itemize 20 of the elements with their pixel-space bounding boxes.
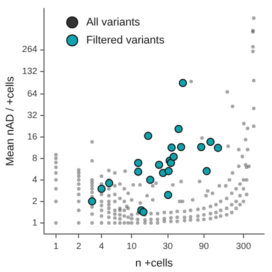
x-tick-label: 10	[126, 240, 137, 251]
x-axis-title: n +cells	[135, 257, 174, 270]
y-tick-label: 264	[22, 44, 38, 54]
y-tick-label: 132	[22, 66, 38, 76]
x-tick-label: 2	[76, 240, 82, 251]
legend-label: All variants	[86, 16, 141, 28]
x-tick-label: 1	[53, 240, 58, 251]
y-tick-label: 16	[27, 131, 38, 142]
y-tick-label: 2	[32, 196, 38, 206]
y-tick-label: 4	[32, 174, 38, 184]
y-tick-label: 32	[27, 110, 38, 120]
x-tick-label: 300	[236, 240, 251, 251]
legend-label: Filtered variants	[86, 34, 165, 46]
x-tick-label: 90	[198, 240, 209, 251]
y-tick-label: 1	[32, 217, 38, 228]
y-axis-title: Mean nAD / +cells	[4, 76, 17, 166]
x-tick-label: 30	[162, 240, 173, 251]
x-tick-label: 4	[99, 240, 104, 251]
y-tick-label: 8	[32, 152, 38, 163]
y-tick-label: 64	[27, 88, 38, 98]
